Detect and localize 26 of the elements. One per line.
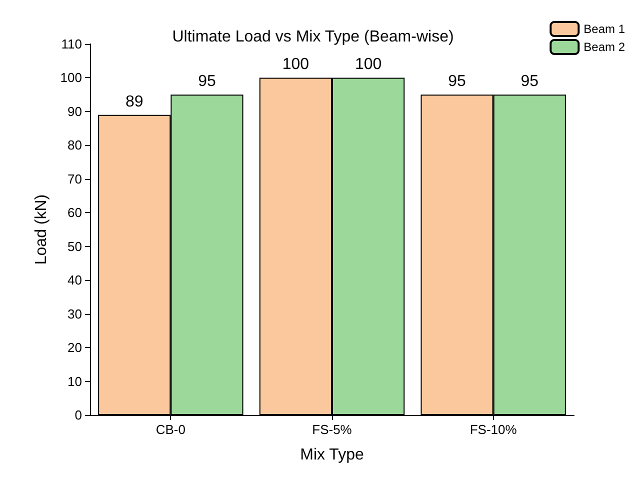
x-axis-title: Mix Type (300, 446, 364, 464)
y-axis-title: Load (kN) (32, 194, 50, 265)
data-label: 95 (198, 73, 216, 90)
x-tick-label: FS-10% (470, 422, 518, 437)
data-label: 100 (282, 56, 310, 74)
legend-label: Beam 2 (584, 40, 626, 54)
y-tick-label: 100 (60, 70, 82, 86)
y-tick-label: 0 (74, 408, 82, 422)
y-tick-label: 110 (61, 36, 82, 52)
y-tick-label: 90 (68, 104, 82, 119)
data-label: 89 (125, 93, 144, 110)
data-label: 100 (354, 56, 382, 74)
chart-title: Ultimate Load vs Mix Type (Beam-wise) (172, 28, 454, 46)
y-tick-label: 20 (68, 340, 82, 356)
data-label: 95 (448, 73, 466, 90)
y-tick-label: 10 (68, 374, 82, 389)
x-tick-label: FS-5% (312, 422, 352, 437)
x-tick-label: CB-0 (156, 422, 186, 437)
y-tick-label: 70 (68, 171, 82, 186)
legend-label: Beam 1 (584, 22, 626, 36)
y-tick-label: 50 (68, 238, 82, 254)
data-label: 95 (520, 73, 539, 90)
y-tick-label: 40 (68, 272, 82, 288)
y-tick-label: 60 (68, 205, 82, 220)
y-tick-label: 80 (68, 138, 82, 153)
y-tick-label: 30 (68, 306, 82, 322)
